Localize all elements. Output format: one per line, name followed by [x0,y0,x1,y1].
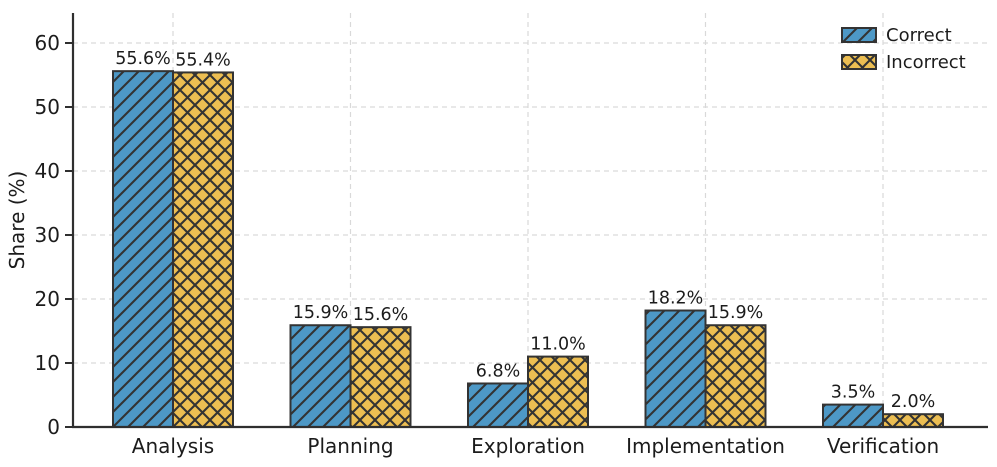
y-axis-label: Share (%) [5,171,29,270]
x-tick-label-planning: Planning [307,434,393,458]
value-label-correct-exploration: 6.8% [476,361,520,381]
bar-incorrect-exploration [527,355,589,429]
bar-incorrect-analysis [172,71,234,428]
value-label-correct-analysis: 55.6% [115,49,171,69]
y-tick-label-60: 60 [35,31,60,55]
x-tick-labels: Analysis Planning Exploration Implementatio… [132,434,939,458]
axes-spines [65,13,988,429]
value-label-incorrect-analysis: 55.4% [175,50,231,70]
bar-incorrect-planning [349,326,412,428]
legend-label-incorrect: Incorrect [886,52,966,73]
y-tick-label-30: 30 [35,223,60,247]
bar-incorrect-verification [882,413,944,429]
value-label-incorrect-exploration: 11.0% [530,335,586,355]
value-label-incorrect-planning: 15.6% [353,305,409,325]
y-tick-labels: 0 10 20 30 40 50 60 [35,31,60,439]
x-tick-label-verification: Verification [827,434,939,458]
value-labels: 55.6% 15.9% 6.8% 18.2% 3.5% 55.4% 15.6% 11.0% 15… [115,49,935,412]
bar-correct-exploration [467,382,529,429]
legend-swatch-correct [841,27,877,43]
y-tick-label-40: 40 [35,159,60,183]
legend: Correct Incorrect [841,25,966,73]
bar-correct-implementation [644,309,707,428]
y-tick-label-10: 10 [35,351,60,375]
value-label-incorrect-verification: 2.0% [891,392,935,412]
value-label-correct-verification: 3.5% [831,383,875,403]
bars [112,70,944,429]
y-tick-label-20: 20 [35,287,60,311]
y-tick-label-50: 50 [35,95,60,119]
value-label-correct-planning: 15.9% [293,303,349,323]
bar-correct-planning [289,324,352,428]
x-tick-label-exploration: Exploration [471,434,585,458]
bar-incorrect-implementation [704,324,767,428]
legend-label-correct: Correct [886,25,952,46]
value-label-incorrect-implementation: 15.9% [708,303,764,323]
x-tick-label-analysis: Analysis [132,434,214,458]
y-tick-label-0: 0 [47,415,60,439]
x-tick-label-implementation: Implementation [626,434,785,458]
bar-correct-analysis [112,70,174,428]
value-label-correct-implementation: 18.2% [648,289,704,309]
bar-correct-verification [822,403,884,429]
legend-swatch-incorrect [841,54,877,70]
